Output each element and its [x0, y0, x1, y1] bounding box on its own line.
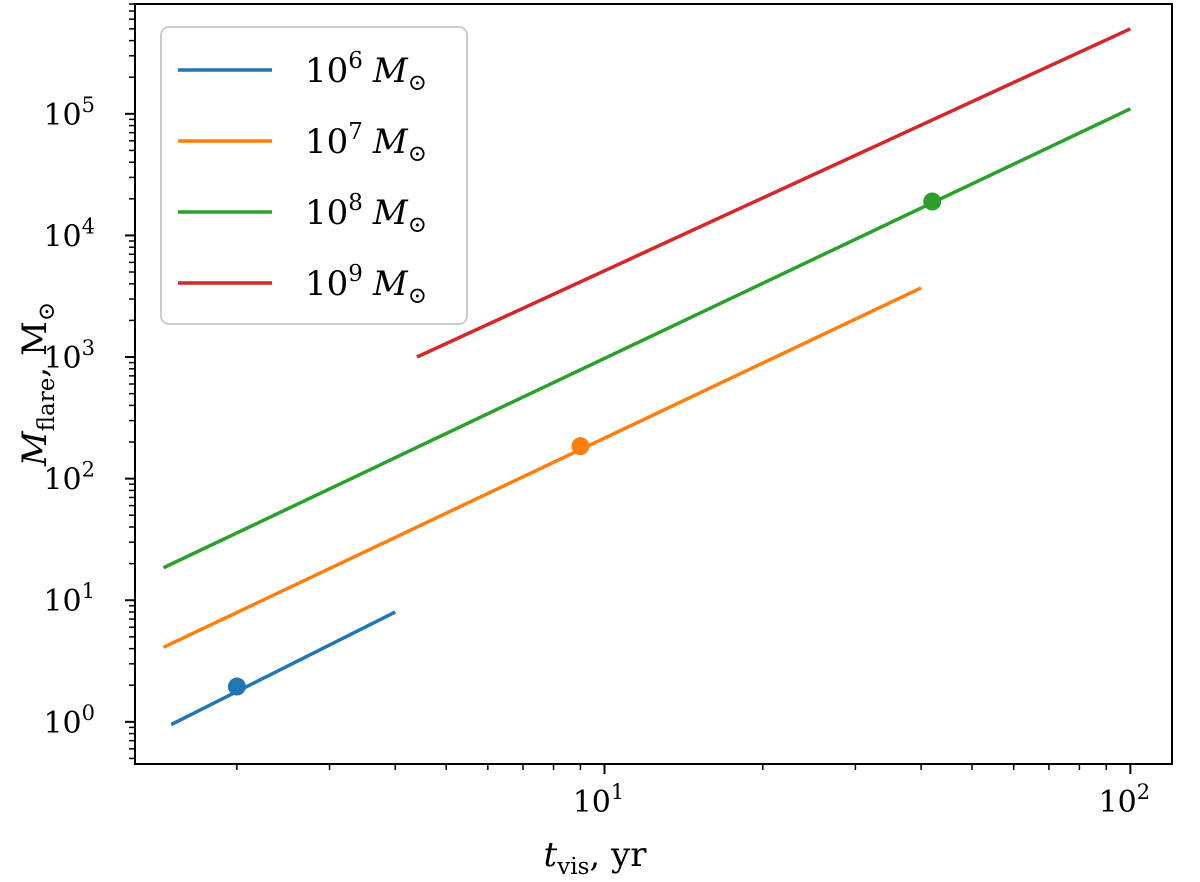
- y-axis-label: Mflare, M⊙: [15, 302, 60, 467]
- y-tick-label: 104: [43, 214, 95, 254]
- marker-layer: [227, 192, 942, 696]
- y-tick-label: 105: [43, 93, 95, 133]
- x-tick-label: 102: [1099, 780, 1151, 820]
- x-axis-label: tvis, yr: [544, 835, 648, 880]
- tick-layer: 100 101 102 103 104 105 101 102: [43, 3, 1151, 820]
- marker-point-8: [923, 192, 942, 211]
- series-line-7: [162, 286, 922, 649]
- series-line-9: [416, 27, 1132, 359]
- legend-label-6: 106 M⊙: [305, 48, 427, 96]
- series-line-6: [170, 610, 397, 727]
- x-tick-label: 101: [573, 780, 625, 820]
- legend-label-7: 107 M⊙: [305, 119, 427, 167]
- plot-frame: [134, 3, 1173, 765]
- legend-label-9: 109 M⊙: [305, 261, 427, 309]
- series-layer: [162, 27, 1132, 727]
- series-line-8: [162, 107, 1132, 570]
- marker-point-7: [571, 437, 590, 456]
- y-tick-label: 101: [43, 579, 95, 619]
- y-tick-label: 103: [43, 336, 95, 376]
- y-tick-label: 100: [43, 701, 95, 741]
- y-tick-label: 102: [43, 458, 95, 498]
- legend-label-8: 108 M⊙: [305, 190, 427, 238]
- marker-point-6: [227, 677, 246, 696]
- legend: 106 M⊙ 107 M⊙ 108 M⊙ 109 M⊙: [160, 26, 468, 325]
- legend-frame: [160, 26, 468, 325]
